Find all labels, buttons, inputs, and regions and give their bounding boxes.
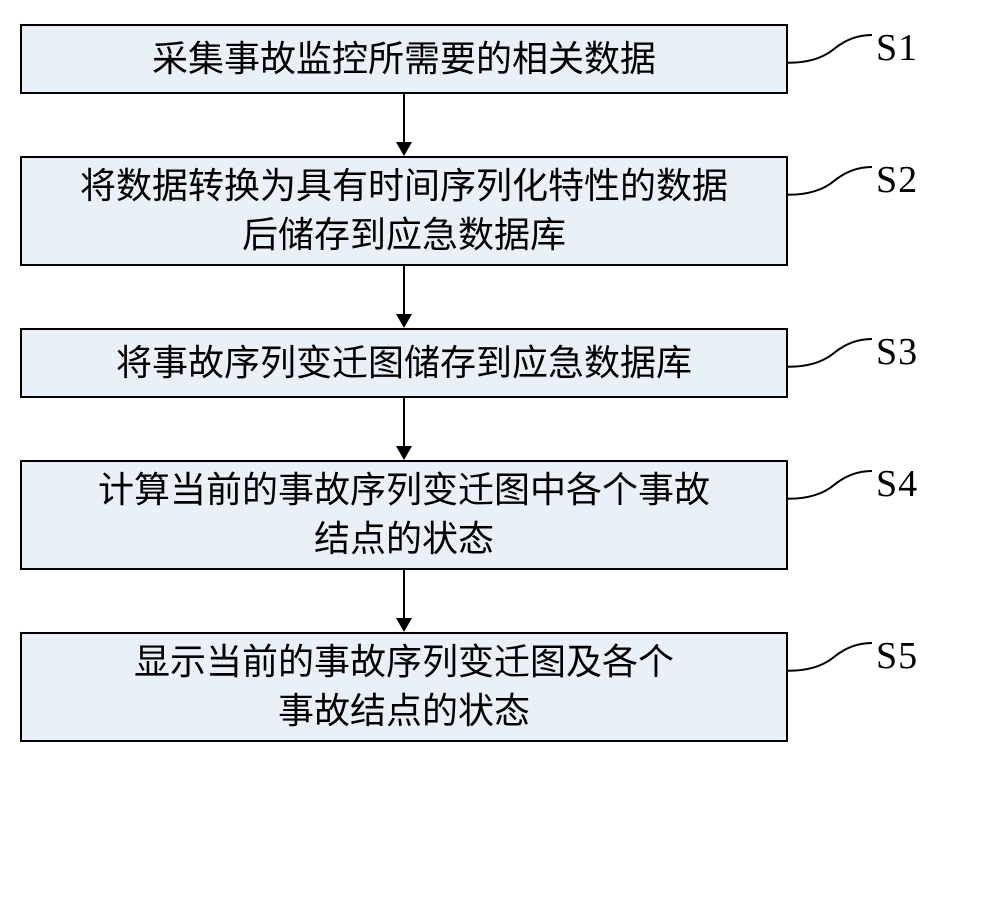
flowchart-step-box: 计算当前的事故序列变迁图中各个事故结点的状态 — [20, 460, 788, 570]
step-label: S2 — [876, 158, 918, 202]
flowchart-row: 将数据转换为具有时间序列化特性的数据后储存到应急数据库 S2 — [20, 156, 960, 266]
step-label: S3 — [876, 330, 918, 374]
step-text-line: 后储存到应急数据库 — [242, 211, 566, 260]
arrow-row — [20, 398, 960, 460]
arrow-row — [20, 570, 960, 632]
step-label: S5 — [876, 634, 918, 678]
arrow-down-icon — [392, 398, 416, 460]
step-label-cell: S4 — [788, 460, 960, 570]
connector-curve-icon — [788, 636, 872, 694]
connector-curve-icon — [788, 28, 872, 86]
arrow-down-icon — [392, 94, 416, 156]
step-text-line: 结点的状态 — [314, 515, 494, 564]
arrow-down-icon — [392, 570, 416, 632]
connector-curve-icon — [788, 332, 872, 390]
step-label-cell: S3 — [788, 328, 960, 398]
flowchart-step-box: 将事故序列变迁图储存到应急数据库 — [20, 328, 788, 398]
step-text-line: 显示当前的事故序列变迁图及各个 — [134, 638, 674, 687]
flowchart-row: 显示当前的事故序列变迁图及各个事故结点的状态 S5 — [20, 632, 960, 742]
arrow-row — [20, 94, 960, 156]
connector-curve-icon — [788, 160, 872, 218]
step-text-line: 事故结点的状态 — [278, 687, 530, 736]
flowchart-row: 采集事故监控所需要的相关数据 S1 — [20, 24, 960, 94]
step-text-line: 将事故序列变迁图储存到应急数据库 — [116, 339, 692, 388]
flowchart-row: 计算当前的事故序列变迁图中各个事故结点的状态 S4 — [20, 460, 960, 570]
flowchart-row: 将事故序列变迁图储存到应急数据库 S3 — [20, 328, 960, 398]
step-label-cell: S2 — [788, 156, 960, 266]
step-text-line: 将数据转换为具有时间序列化特性的数据 — [80, 162, 728, 211]
step-text-line: 计算当前的事故序列变迁图中各个事故 — [98, 466, 710, 515]
arrow-down-icon — [392, 266, 416, 328]
step-label: S1 — [876, 26, 918, 70]
flowchart-step-box: 显示当前的事故序列变迁图及各个事故结点的状态 — [20, 632, 788, 742]
connector-curve-icon — [788, 464, 872, 522]
arrow-row — [20, 266, 960, 328]
flowchart-step-box: 将数据转换为具有时间序列化特性的数据后储存到应急数据库 — [20, 156, 788, 266]
step-label-cell: S1 — [788, 24, 960, 94]
flowchart-step-box: 采集事故监控所需要的相关数据 — [20, 24, 788, 94]
step-label-cell: S5 — [788, 632, 960, 742]
step-label: S4 — [876, 462, 918, 506]
step-text-line: 采集事故监控所需要的相关数据 — [152, 35, 656, 84]
